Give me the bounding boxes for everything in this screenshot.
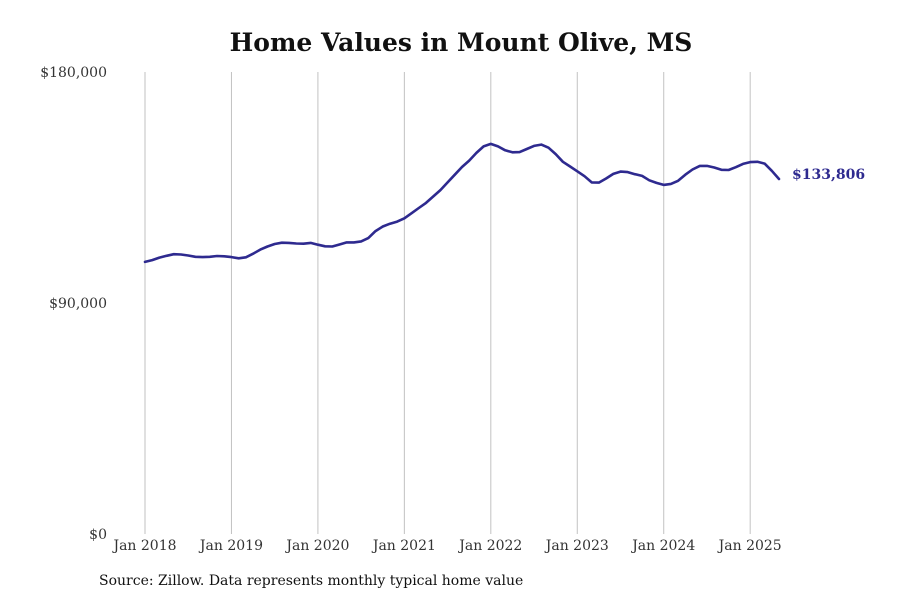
y-axis: $0 $90,000 $180,000 [40, 65, 107, 543]
source-note: Source: Zillow. Data represents monthly … [99, 573, 524, 589]
x-axis: Jan 2018 Jan 2019 Jan 2020 Jan 2021 Jan 2022… [111, 538, 781, 554]
y-tick-label: $90,000 [49, 296, 107, 312]
series-line [143, 142, 781, 264]
series-layer [143, 142, 781, 264]
gridlines [144, 72, 751, 534]
x-tick-label: Jan 2023 [544, 538, 609, 554]
x-tick-label: Jan 2022 [457, 538, 522, 554]
x-tick-label: Jan 2019 [198, 538, 263, 554]
x-tick-label: Jan 2020 [284, 538, 349, 554]
x-tick-label: Jan 2021 [371, 538, 436, 554]
chart-title: Home Values in Mount Olive, MS [229, 28, 693, 57]
x-tick-label: Jan 2018 [111, 538, 176, 554]
x-tick-label: Jan 2025 [717, 538, 782, 554]
y-tick-label: $180,000 [40, 65, 107, 81]
end-value-label: $133,806 [792, 167, 865, 183]
x-tick-label: Jan 2024 [630, 538, 695, 554]
y-tick-label: $0 [89, 527, 107, 543]
